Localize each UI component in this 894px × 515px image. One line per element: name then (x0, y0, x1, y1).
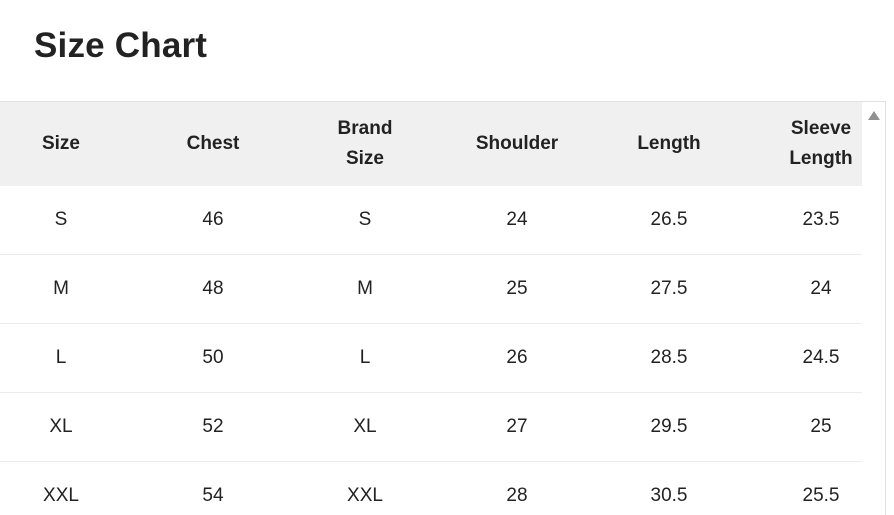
table-cell: 23.5 (745, 186, 862, 255)
table-cell: 27 (441, 393, 593, 462)
column-header: Size (0, 102, 137, 186)
table-cell: 26.5 (593, 186, 745, 255)
arrow-up-icon[interactable] (868, 111, 880, 120)
table-cell: XL (0, 393, 137, 462)
column-header-label: Length (594, 129, 744, 159)
table-cell: 27.5 (593, 255, 745, 324)
table-cell: L (0, 324, 137, 393)
column-header-label: Sleeve (746, 114, 862, 144)
table-cell: M (289, 255, 441, 324)
table-cell: XXL (0, 462, 137, 515)
table-cell: XL (289, 393, 441, 462)
table-cell: 24.5 (745, 324, 862, 393)
table-cell: 24 (441, 186, 593, 255)
table-cell: 52 (137, 393, 289, 462)
table-cell: XXL (289, 462, 441, 515)
column-header-label: Brand (290, 114, 440, 144)
table-cell: 24 (745, 255, 862, 324)
page-title: Size Chart (34, 26, 207, 66)
column-header-label: Size (290, 144, 440, 174)
vertical-scrollbar[interactable] (862, 102, 885, 515)
table-cell: 26 (441, 324, 593, 393)
column-header-label: Size (0, 129, 136, 159)
table-cell: L (289, 324, 441, 393)
table-cell: 28 (441, 462, 593, 515)
column-header: Shoulder (441, 102, 593, 186)
table-cell: M (0, 255, 137, 324)
table-cell: 54 (137, 462, 289, 515)
table-cell: S (0, 186, 137, 255)
table-cell: 25.5 (745, 462, 862, 515)
table-cell: 29.5 (593, 393, 745, 462)
table-cell: 46 (137, 186, 289, 255)
column-header: Length (593, 102, 745, 186)
table-cell: 50 (137, 324, 289, 393)
table-cell: 28.5 (593, 324, 745, 393)
column-header: Chest (137, 102, 289, 186)
table-cell: 30.5 (593, 462, 745, 515)
table-cell: 48 (137, 255, 289, 324)
column-header-label: Length (746, 144, 862, 174)
table-cell: 25 (441, 255, 593, 324)
table-cell: 25 (745, 393, 862, 462)
table-cell: S (289, 186, 441, 255)
column-header-label: Chest (138, 129, 288, 159)
column-header-label: Shoulder (442, 129, 592, 159)
